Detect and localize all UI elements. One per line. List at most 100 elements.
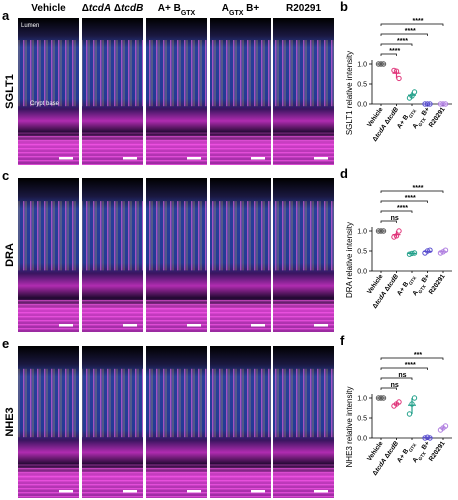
crypts (273, 201, 334, 271)
data-point (380, 228, 387, 234)
significance-label: **** (413, 18, 424, 25)
data-point (378, 61, 384, 67)
data-point (396, 228, 402, 234)
label-part: tcdB (386, 440, 400, 456)
y-tick-label: 0.5 (357, 416, 367, 423)
scale-bar (123, 157, 137, 160)
muscle (273, 464, 334, 498)
y-tick-label: 0.5 (357, 82, 367, 89)
y-tick-label: 1.0 (357, 396, 367, 403)
label-part: A (411, 122, 420, 130)
crypts (18, 201, 79, 271)
crypts (273, 40, 334, 107)
crypts (18, 40, 79, 107)
label-part: A (411, 456, 420, 464)
muscle (18, 464, 79, 498)
crypts (146, 40, 207, 107)
scale-bar (123, 490, 137, 493)
x-tick-label: AGTX B+ (411, 440, 432, 465)
label-part: Δ (371, 469, 380, 477)
significance-bracket (380, 377, 413, 380)
panel-letter: f (340, 333, 345, 348)
muscle (82, 464, 143, 498)
muscle (210, 464, 271, 498)
y-axis-label: DRA relative intensity (345, 222, 354, 298)
data-point (393, 233, 400, 239)
muscle (146, 464, 207, 498)
label-part: Δ (111, 3, 121, 14)
data-point (406, 411, 413, 417)
label-part: Δ (371, 135, 380, 143)
row-label: DRA (4, 243, 16, 267)
label-part: Vehicle (31, 3, 66, 14)
data-point (411, 250, 418, 256)
label-part: B+ (419, 440, 431, 453)
data-point (442, 247, 449, 253)
label-part: Δ (382, 118, 392, 128)
data-point (378, 395, 384, 401)
muscle (18, 298, 79, 332)
label-part: Δ (382, 452, 392, 462)
crypts (210, 40, 271, 107)
label-part: tcdB (386, 273, 400, 289)
label-part: R20291 (286, 3, 321, 14)
data-point (409, 401, 415, 407)
column-header: R20291 (286, 3, 321, 14)
scale-bar (314, 490, 328, 493)
data-point (411, 89, 418, 95)
muscle (146, 132, 207, 165)
significance-label: **** (397, 38, 408, 45)
data-point (396, 75, 402, 82)
significance-bracket (380, 200, 428, 203)
data-point (427, 435, 433, 441)
crypts (146, 368, 207, 438)
crypts (82, 40, 143, 107)
data-point (378, 228, 384, 234)
scale-bar (251, 324, 265, 327)
significance-label: ns (398, 372, 406, 379)
significance-label: **** (405, 28, 416, 35)
data-point (396, 399, 402, 405)
data-point (411, 395, 418, 401)
significance-bracket (380, 53, 397, 56)
data-point (375, 395, 382, 401)
muscle (82, 132, 143, 165)
significance-bracket (380, 367, 428, 370)
y-tick-label: 0.0 (357, 102, 367, 109)
significance-label: ns (391, 382, 399, 389)
row-label: NHE3 (4, 407, 16, 436)
data-point (393, 68, 400, 74)
data-point (375, 228, 382, 234)
scale-bar (251, 157, 265, 160)
label-part: tcdB (386, 106, 400, 122)
data-point (391, 67, 397, 74)
label-part: A+ B (158, 3, 181, 14)
data-point (380, 61, 387, 67)
scale-bar (123, 324, 137, 327)
y-tick-label: 1.0 (357, 229, 367, 236)
scale-bar (59, 157, 73, 160)
y-tick-label: 1.0 (357, 62, 367, 69)
data-point (409, 250, 415, 257)
significance-label: **** (405, 362, 416, 369)
significance-label: **** (413, 185, 424, 192)
data-point (437, 101, 444, 107)
scale-bar (187, 490, 201, 493)
crypts (82, 201, 143, 271)
scale-bar (59, 324, 73, 327)
label-part: tcdA (89, 3, 111, 14)
muscle (273, 132, 334, 165)
significance-label: **** (405, 195, 416, 202)
data-point (442, 101, 449, 107)
data-point (427, 247, 433, 253)
column-header: Vehicle (31, 3, 66, 14)
data-point (427, 101, 433, 107)
significance-bracket (380, 190, 444, 193)
label-part: GTX (407, 108, 416, 119)
scale-bar (187, 157, 201, 160)
panel-letter: e (2, 336, 9, 351)
significance-bracket (380, 210, 413, 213)
scale-bar (314, 157, 328, 160)
